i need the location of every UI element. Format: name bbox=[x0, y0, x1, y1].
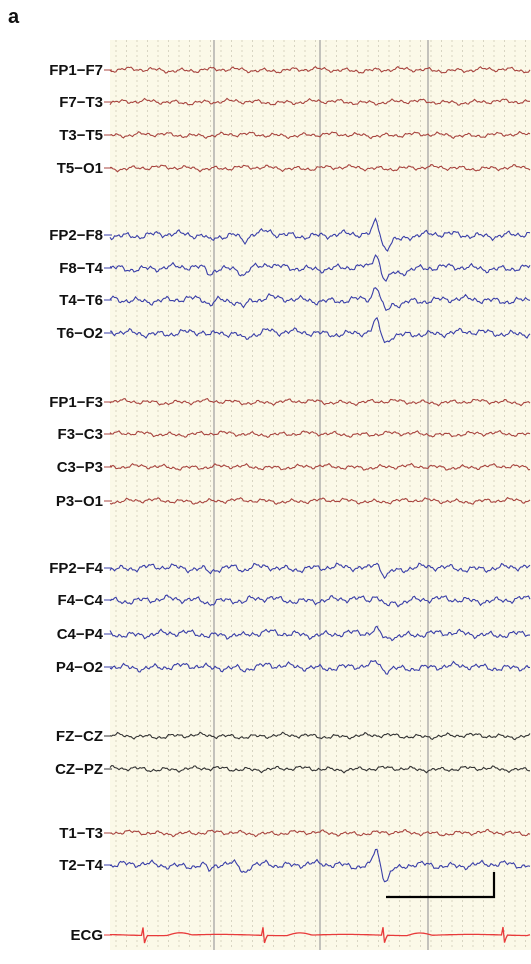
channel-label: F4−C4 bbox=[58, 592, 104, 609]
channel-label: T2−T4 bbox=[59, 857, 103, 874]
channel-label: CZ−PZ bbox=[55, 761, 103, 778]
channel-label: ECG bbox=[70, 927, 103, 944]
channel-label: P3−O1 bbox=[56, 493, 103, 510]
channel-trace bbox=[109, 625, 530, 642]
channel-trace bbox=[109, 848, 531, 883]
channel-label: P4−O2 bbox=[56, 659, 103, 676]
channel-trace bbox=[109, 496, 531, 505]
channel-label: T4−T6 bbox=[59, 292, 103, 309]
channel-label: F7−T3 bbox=[59, 94, 103, 111]
channel-trace bbox=[109, 65, 531, 74]
channel-trace bbox=[109, 765, 531, 774]
channel-trace bbox=[109, 97, 530, 106]
channel-trace bbox=[109, 659, 531, 675]
channel-trace bbox=[109, 462, 531, 471]
channel-trace bbox=[109, 130, 531, 140]
channel-trace bbox=[109, 429, 531, 439]
channel-trace bbox=[110, 164, 531, 173]
channel-trace bbox=[109, 254, 531, 283]
channel-trace bbox=[109, 562, 531, 580]
channel-label: C3−P3 bbox=[57, 459, 103, 476]
channel-trace bbox=[109, 217, 531, 252]
channel-trace bbox=[110, 926, 531, 944]
channel-label: T6−O2 bbox=[57, 325, 103, 342]
channel-label: FP2−F8 bbox=[49, 227, 103, 244]
channel-label: FP1−F3 bbox=[49, 394, 103, 411]
channel-trace bbox=[109, 287, 531, 312]
channel-label: C4−P4 bbox=[57, 626, 104, 643]
channel-trace bbox=[109, 594, 531, 608]
panel-label: a bbox=[8, 6, 20, 28]
channel-label: T3−T5 bbox=[59, 127, 103, 144]
channel-label: FP1−F7 bbox=[49, 62, 103, 79]
channel-label: FP2−F4 bbox=[49, 560, 103, 577]
channel-label: T5−O1 bbox=[57, 160, 103, 177]
channel-label: F3−C3 bbox=[58, 426, 103, 443]
channel-label: F8−T4 bbox=[59, 260, 103, 277]
channel-label: T1−T3 bbox=[59, 825, 103, 842]
channel-label: FZ−CZ bbox=[56, 728, 103, 745]
channel-trace bbox=[110, 316, 531, 344]
channel-trace bbox=[109, 731, 531, 741]
channel-trace bbox=[109, 397, 531, 407]
channel-trace bbox=[109, 828, 531, 838]
scale-bar bbox=[386, 872, 496, 899]
